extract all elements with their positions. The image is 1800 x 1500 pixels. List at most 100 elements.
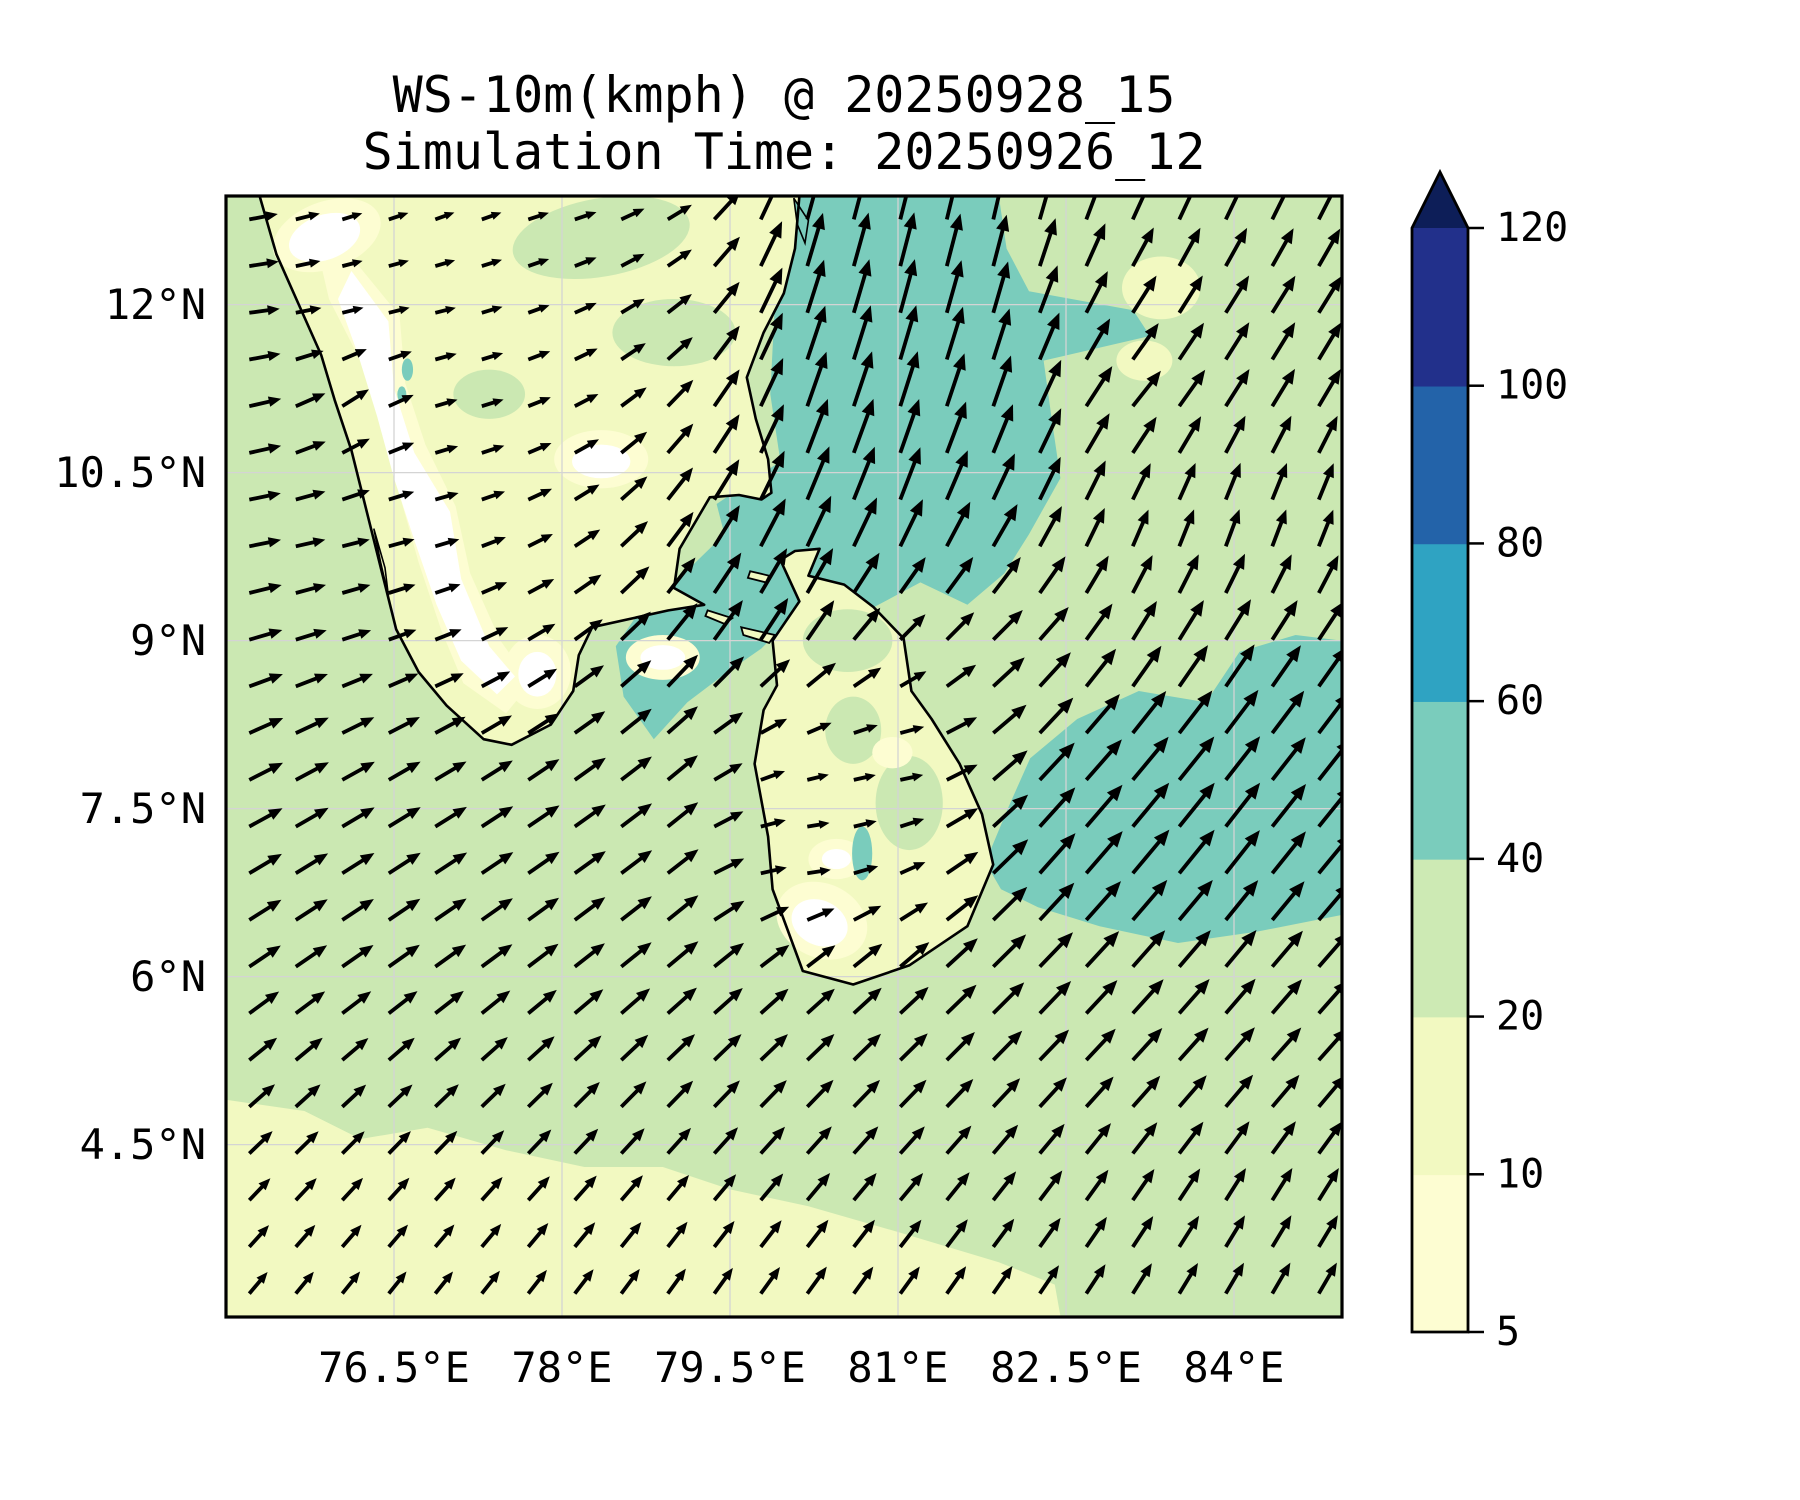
arrow-head [397, 1177, 410, 1190]
arrow-shaft [666, 660, 693, 688]
wind-arrow [1317, 983, 1342, 1015]
arrow-head [582, 1269, 594, 1282]
wind-arrow [527, 989, 557, 1015]
arrow-head [679, 249, 692, 261]
wind-arrow [527, 488, 552, 502]
arrow-shaft [898, 269, 914, 314]
arrow-shaft [945, 990, 971, 1015]
arrow-head [1243, 689, 1259, 707]
wind-arrow [434, 944, 467, 969]
arrow-shaft [666, 946, 693, 969]
wind-arrow [853, 773, 876, 782]
arrow-head [1285, 1074, 1300, 1090]
arrow-shaft [1131, 1128, 1153, 1155]
arrow-shaft [805, 1085, 829, 1109]
arrow-shaft [620, 946, 646, 969]
arrow-shaft [1177, 471, 1194, 501]
arrow-head [357, 537, 370, 547]
arrow-shaft [294, 765, 322, 782]
arrow-head [302, 1271, 314, 1284]
arrow-head [913, 1033, 928, 1047]
arrow-head [860, 351, 874, 369]
arrow-head [1051, 1123, 1065, 1139]
arrow-head [769, 312, 783, 331]
wind-arrow [991, 355, 1013, 407]
wind-arrow [1131, 463, 1151, 501]
arrow-head [542, 623, 556, 635]
wind-arrow [294, 1131, 319, 1155]
arrow-shaft [805, 361, 825, 407]
arrow-shaft [294, 902, 321, 922]
wind-arrow [434, 629, 462, 642]
arrow-head [356, 438, 370, 449]
arrow-shaft [852, 1272, 870, 1295]
arrow-shaft [666, 1086, 688, 1109]
arrow-shaft [852, 1085, 875, 1109]
wind-arrow [1224, 227, 1248, 268]
arrow-shaft [620, 807, 646, 829]
arrow-head [1102, 980, 1118, 996]
arrow-head [866, 1079, 880, 1094]
arrow-head [1139, 463, 1151, 479]
wind-arrow [573, 394, 599, 408]
arrow-shaft [295, 539, 318, 549]
srilanka-coastline [753, 547, 995, 986]
wind-arrow [434, 761, 467, 782]
arrow-shaft [805, 269, 823, 314]
arrow-head [1151, 879, 1168, 897]
arrow-head [451, 716, 466, 728]
wind-arrow [759, 718, 788, 735]
arrow-head [963, 851, 979, 865]
arrow-head [314, 673, 328, 684]
wind-arrow [1224, 644, 1255, 688]
arrow-shaft [1084, 792, 1117, 828]
wind-arrow [340, 1224, 362, 1249]
arrow-shaft [387, 995, 412, 1015]
wind-arrow [1131, 227, 1154, 268]
arrow-head [1236, 369, 1250, 385]
wind-arrow [852, 1033, 881, 1062]
arrow-shaft [806, 667, 830, 688]
arrow-shaft [852, 670, 876, 688]
arrow-shaft [898, 1272, 917, 1295]
arrow-head [539, 443, 552, 452]
arrow-head [913, 1079, 927, 1094]
arrow-head [1098, 366, 1113, 383]
wind-arrow [620, 660, 652, 688]
arrow-head [1244, 830, 1260, 847]
wind-arrow [1038, 408, 1062, 454]
arrow-head [1240, 978, 1256, 995]
arrow-head [633, 343, 646, 354]
arrow-head [1199, 736, 1215, 754]
arrow-head [1242, 880, 1259, 897]
arrow-shaft [619, 571, 644, 595]
arrow-head [1323, 463, 1334, 479]
wind-arrow [387, 944, 420, 969]
wind-arrow [1038, 652, 1071, 688]
arrow-head [1006, 1078, 1021, 1093]
wind-arrow [1084, 881, 1121, 922]
arrow-head [585, 1128, 599, 1142]
wind-arrow [481, 444, 505, 455]
wind-arrow [480, 1223, 502, 1249]
arrow-head [313, 853, 329, 866]
wind-arrow [433, 1224, 455, 1249]
arrow-shaft [1224, 196, 1240, 221]
wind-arrow [945, 612, 975, 642]
wind-arrow [852, 905, 882, 922]
arrow-head [726, 196, 739, 206]
arrow-head [1329, 1121, 1342, 1137]
arrow-shaft [759, 367, 781, 408]
arrow-head [1328, 322, 1342, 339]
wind-arrow [1177, 930, 1211, 968]
wind-arrow [620, 988, 651, 1015]
arrow-shaft [805, 455, 827, 501]
wind-arrow [666, 1034, 695, 1062]
arrow-head [359, 853, 375, 866]
arrow-shaft [480, 628, 502, 642]
arrow-head [1236, 1121, 1250, 1137]
arrow-shaft [1131, 196, 1146, 221]
arrow-shaft [666, 992, 691, 1015]
arrow-shaft [1317, 1222, 1335, 1248]
arrow-head [768, 1267, 780, 1281]
